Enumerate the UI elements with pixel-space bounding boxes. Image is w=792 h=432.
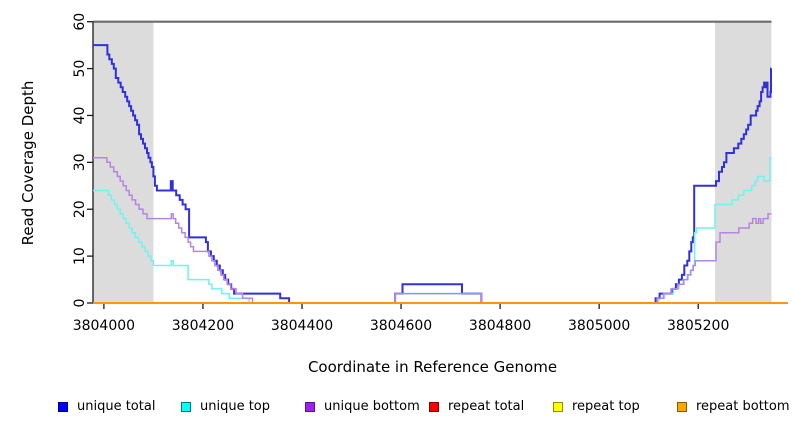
y-tick-label: 20 xyxy=(72,200,88,218)
y-tick-label: 0 xyxy=(72,299,88,308)
legend-item-repeat-bottom: repeat bottom xyxy=(677,399,790,414)
legend-swatch-icon xyxy=(181,401,191,412)
coverage-plot: 0 10 20 30 40 50 60 3804000 3804200 3804400 380460… xyxy=(72,13,788,334)
x-tick-label: 3805000 xyxy=(568,318,630,334)
x-axis-title: Coordinate in Reference Genome xyxy=(307,358,558,376)
y-axis-title: Read Coverage Depth xyxy=(19,80,37,246)
series-line-unique-total xyxy=(93,44,772,304)
legend-item-unique-total: unique total xyxy=(58,399,155,414)
series-line-unique-top xyxy=(93,156,772,304)
x-tick-label: 3804400 xyxy=(271,318,333,334)
legend-swatch-icon xyxy=(677,401,687,412)
legend-item-unique-top: unique top xyxy=(181,399,270,414)
y-tick-label: 60 xyxy=(72,13,88,31)
legend-swatch-icon xyxy=(429,401,439,412)
legend-item-unique-bottom: unique bottom xyxy=(305,399,420,414)
legend-item-repeat-top: repeat top xyxy=(553,399,640,414)
legend-swatch-icon xyxy=(58,401,68,412)
y-tick-label: 10 xyxy=(72,247,88,265)
x-tick-label: 3805200 xyxy=(667,318,729,334)
legend-label: unique total xyxy=(77,399,156,414)
x-tick-label: 3804200 xyxy=(172,318,234,334)
x-tick-label: 3804000 xyxy=(73,318,135,334)
legend-label: unique top xyxy=(200,399,271,414)
x-tick-label: 3804800 xyxy=(469,318,531,334)
y-tick-label: 30 xyxy=(72,153,88,171)
legend-swatch-icon xyxy=(553,401,563,412)
legend-swatch-icon xyxy=(305,401,315,412)
legend-label: unique bottom xyxy=(324,399,420,414)
x-tick-label: 3804600 xyxy=(370,318,432,334)
legend-label: repeat bottom xyxy=(696,399,790,414)
legend-item-repeat-total: repeat total xyxy=(429,399,524,414)
y-tick-label: 50 xyxy=(72,60,88,78)
legend-label: repeat top xyxy=(572,399,640,414)
y-tick-label: 40 xyxy=(72,107,88,125)
series-line-unique-bottom xyxy=(93,156,772,304)
legend-label: repeat total xyxy=(448,399,525,414)
shaded-flank-region xyxy=(93,21,154,303)
